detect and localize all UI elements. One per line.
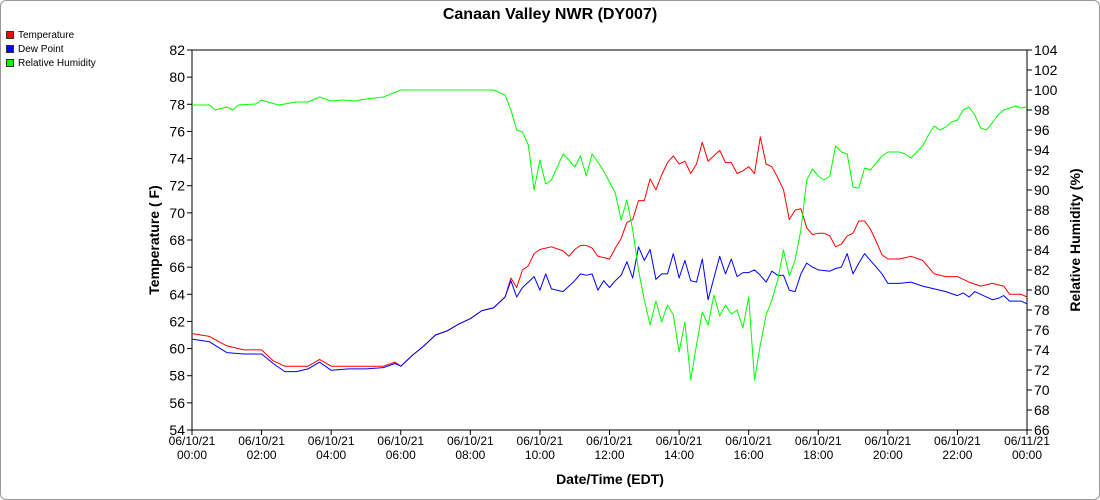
y-tick-label-left: 56 bbox=[169, 395, 185, 411]
y-tick-label-left: 78 bbox=[169, 96, 185, 112]
legend-swatch-dew-point bbox=[6, 45, 14, 53]
y-tick-label-right: 102 bbox=[1034, 62, 1058, 78]
legend-item-dew-point: Dew Point bbox=[6, 42, 96, 56]
y-axis-label-right: Relative Humidity (%) bbox=[1067, 168, 1083, 311]
y-tick-label-left: 82 bbox=[169, 42, 185, 58]
x-tick-label: 06/10/21 12:00 bbox=[586, 434, 633, 462]
x-tick-label: 06/10/21 02:00 bbox=[238, 434, 285, 462]
y-tick-label-left: 72 bbox=[169, 178, 185, 194]
y-axis-label-left: Temperature ( F) bbox=[146, 185, 162, 294]
y-tick-label-left: 60 bbox=[169, 341, 185, 357]
legend-label-dew-point: Dew Point bbox=[18, 43, 64, 55]
axes: 54 56 58 60 62 64 66 68 70 72 74 76 78 80 82 66 68 70 72 74… bbox=[169, 42, 1058, 462]
y-tick-label-left: 68 bbox=[169, 232, 185, 248]
x-tick-label: 06/10/21 20:00 bbox=[864, 434, 911, 462]
series-line-temperature bbox=[191, 136, 1028, 367]
x-tick-label: 06/10/21 06:00 bbox=[377, 434, 424, 462]
legend-label-temperature: Temperature bbox=[18, 29, 75, 41]
x-tick-label: 06/10/21 10:00 bbox=[517, 434, 564, 462]
y-tick-label-right: 88 bbox=[1034, 202, 1050, 218]
x-tick-label: 06/10/21 22:00 bbox=[934, 434, 981, 462]
legend-swatch-relative-humidity bbox=[6, 59, 14, 67]
plot-series bbox=[191, 89, 1028, 381]
y-tick-label-left: 64 bbox=[169, 286, 185, 302]
y-tick-label-left: 58 bbox=[169, 368, 185, 384]
y-tick-label-right: 100 bbox=[1034, 82, 1058, 98]
plot-area bbox=[191, 49, 1028, 431]
y-tick-label-left: 66 bbox=[169, 259, 185, 275]
x-tick-label: 06/10/21 16:00 bbox=[725, 434, 772, 462]
x-tick-label: 06/10/21 08:00 bbox=[447, 434, 494, 462]
chart-title: Canaan Valley NWR (DY007) bbox=[443, 6, 657, 23]
y-tick-label-left: 80 bbox=[169, 69, 185, 85]
x-tick-label: 06/10/21 18:00 bbox=[795, 434, 842, 462]
legend-swatch-temperature bbox=[6, 31, 14, 39]
y-tick-label-left: 74 bbox=[169, 151, 185, 167]
y-tick-label-right: 74 bbox=[1034, 342, 1050, 358]
y-tick-label-right: 84 bbox=[1034, 242, 1050, 258]
y-tick-label-right: 78 bbox=[1034, 302, 1050, 318]
y-tick-label-right: 104 bbox=[1034, 42, 1058, 58]
y-tick-label-right: 86 bbox=[1034, 222, 1050, 238]
legend-item-relative-humidity: Relative Humidity bbox=[6, 56, 96, 70]
y-tick-label-left: 76 bbox=[169, 123, 185, 139]
y-tick-label-right: 96 bbox=[1034, 122, 1050, 138]
y-tick-label-left: 70 bbox=[169, 205, 185, 221]
legend-item-temperature: Temperature bbox=[6, 28, 96, 42]
y-tick-label-right: 66 bbox=[1034, 422, 1050, 438]
legend-label-relative-humidity: Relative Humidity bbox=[18, 57, 96, 69]
series-line-dew-point bbox=[191, 246, 1028, 373]
y-tick-label-right: 90 bbox=[1034, 182, 1050, 198]
y-tick-label-right: 80 bbox=[1034, 282, 1050, 298]
legend: Temperature Dew Point Relative Humidity bbox=[6, 28, 96, 70]
x-axis-label: Date/Time (EDT) bbox=[556, 471, 664, 487]
y-tick-label-right: 92 bbox=[1034, 162, 1050, 178]
y-tick-label-right: 70 bbox=[1034, 382, 1050, 398]
x-tick-label: 06/10/21 14:00 bbox=[656, 434, 703, 462]
y-tick-label-right: 72 bbox=[1034, 362, 1050, 378]
y-tick-label-right: 94 bbox=[1034, 142, 1050, 158]
series-line-relative-humidity bbox=[192, 89, 1028, 381]
y-tick-label-right: 82 bbox=[1034, 262, 1050, 278]
y-tick-label-left: 54 bbox=[169, 422, 185, 438]
y-tick-label-right: 76 bbox=[1034, 322, 1050, 338]
x-tick-label: 06/10/21 04:00 bbox=[308, 434, 355, 462]
x-tick-label: 06/10/21 00:00 bbox=[169, 434, 216, 462]
y-tick-label-right: 68 bbox=[1034, 402, 1050, 418]
y-tick-label-right: 98 bbox=[1034, 102, 1050, 118]
x-tick-label: 06/11/21 00:00 bbox=[1004, 434, 1050, 462]
y-tick-label-left: 62 bbox=[169, 313, 185, 329]
